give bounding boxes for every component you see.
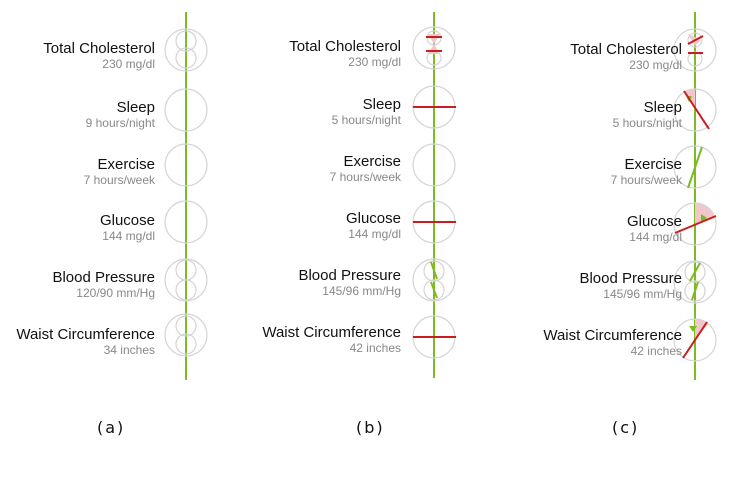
- metric-name: Waist Circumference: [543, 327, 682, 344]
- metric-sleep: Sleep 5 hours/night: [171, 96, 401, 127]
- metric-name: Exercise: [97, 156, 155, 173]
- metric-value: 7 hours/week: [329, 170, 401, 184]
- metric-name: Waist Circumference: [262, 324, 401, 341]
- metric-value: 144 mg/dl: [629, 230, 682, 244]
- panel-a-sleep-glyph: [164, 88, 208, 132]
- metric-exercise: Exercise 7 hours/week: [171, 153, 401, 184]
- panel-a-glucose-glyph: [164, 200, 208, 244]
- metric-name: Blood Pressure: [52, 269, 155, 286]
- metric-total-cholesterol: Total Cholesterol 230 mg/dl: [0, 40, 155, 71]
- metric-name: Total Cholesterol: [43, 40, 155, 57]
- metric-value: 145/96 mm/Hg: [322, 284, 401, 298]
- panel-b-glyphs: [412, 12, 456, 378]
- metric-sleep: Sleep 9 hours/night: [0, 99, 155, 130]
- metric-name: Glucose: [345, 210, 401, 227]
- metric-glucose: Glucose 144 mg/dl: [0, 212, 155, 243]
- metric-name: Waist Circumference: [16, 326, 155, 343]
- metric-glucose: Glucose 144 mg/dl: [452, 213, 682, 244]
- panel-a-glyphs: [164, 12, 208, 380]
- metric-name: Blood Pressure: [579, 270, 682, 287]
- metric-value: 7 hours/week: [610, 173, 682, 187]
- panel-c: Total Cholesterol 230 mg/dl Sleep 5 hour…: [433, 0, 682, 479]
- metric-blood-pressure: Blood Pressure 145/96 mm/Hg: [171, 267, 401, 298]
- metric-waist-circumference: Waist Circumference 34 inches: [0, 326, 155, 357]
- metric-name: Sleep: [116, 99, 155, 116]
- panel-caption: (a): [97, 418, 126, 437]
- panel-a-blood-pressure-glyph: [164, 258, 208, 302]
- panel-c-cholesterol-glyph: [673, 28, 717, 72]
- metric-exercise: Exercise 7 hours/week: [452, 156, 682, 187]
- metric-name: Blood Pressure: [298, 267, 401, 284]
- panel-c-exercise-glyph: [673, 145, 717, 189]
- metric-waist-circumference: Waist Circumference 42 inches: [452, 327, 682, 358]
- panel-a: Total Cholesterol 230 mg/dl Sleep 9 hour…: [0, 0, 240, 479]
- metric-value: 230 mg/dl: [629, 58, 682, 72]
- panel-b-sleep-glyph: [412, 85, 456, 129]
- metric-name: Sleep: [643, 99, 682, 116]
- panel-c-sleep-glyph: [673, 88, 717, 132]
- metric-value: 5 hours/night: [612, 116, 682, 130]
- metric-waist-circumference: Waist Circumference 42 inches: [171, 324, 401, 355]
- metric-name: Glucose: [99, 212, 155, 229]
- metric-value: 230 mg/dl: [102, 57, 155, 71]
- metric-name: Total Cholesterol: [289, 38, 401, 55]
- metric-name: Sleep: [362, 96, 401, 113]
- metric-value: 120/90 mm/Hg: [76, 286, 155, 300]
- panel-b-blood-pressure-glyph: [412, 258, 456, 302]
- metric-total-cholesterol: Total Cholesterol 230 mg/dl: [171, 38, 401, 69]
- metric-value: 230 mg/dl: [348, 55, 401, 69]
- panel-c-glucose-glyph: [673, 202, 717, 246]
- metric-value: 7 hours/week: [83, 173, 155, 187]
- metric-value: 144 mg/dl: [348, 227, 401, 241]
- metric-value: 145/96 mm/Hg: [603, 287, 682, 301]
- panel-c-blood-pressure-glyph: [673, 260, 717, 304]
- panel-a-waist-glyph: [164, 313, 208, 357]
- panel-a-exercise-glyph: [164, 143, 208, 187]
- metric-blood-pressure: Blood Pressure 145/96 mm/Hg: [452, 270, 682, 301]
- metric-value: 34 inches: [103, 343, 155, 357]
- metric-glucose: Glucose 144 mg/dl: [171, 210, 401, 241]
- metric-value: 144 mg/dl: [102, 229, 155, 243]
- panel-c-glyphs: [673, 12, 717, 380]
- metric-exercise: Exercise 7 hours/week: [0, 156, 155, 187]
- metric-value: 5 hours/night: [331, 113, 401, 127]
- metric-name: Total Cholesterol: [570, 41, 682, 58]
- panel-b-glucose-glyph: [412, 200, 456, 244]
- panel-b-waist-glyph: [412, 315, 456, 359]
- panel-a-cholesterol-glyph: [164, 28, 208, 72]
- metric-sleep: Sleep 5 hours/night: [452, 99, 682, 130]
- metric-name: Exercise: [624, 156, 682, 173]
- metric-name: Glucose: [626, 213, 682, 230]
- panel-caption: (c): [612, 418, 640, 437]
- metric-name: Exercise: [343, 153, 401, 170]
- metric-value: 9 hours/night: [85, 116, 155, 130]
- panel-c-waist-glyph: [673, 318, 717, 362]
- metric-value: 42 inches: [349, 341, 401, 355]
- metric-value: 42 inches: [630, 344, 682, 358]
- metric-blood-pressure: Blood Pressure 120/90 mm/Hg: [0, 269, 155, 300]
- panel-b-cholesterol-glyph: [412, 26, 456, 70]
- panel-b: Total Cholesterol 230 mg/dl Sleep 5 hour…: [250, 0, 490, 479]
- metric-total-cholesterol: Total Cholesterol 230 mg/dl: [452, 41, 682, 72]
- panel-b-exercise-glyph: [412, 143, 456, 187]
- panel-caption: (b): [356, 418, 385, 437]
